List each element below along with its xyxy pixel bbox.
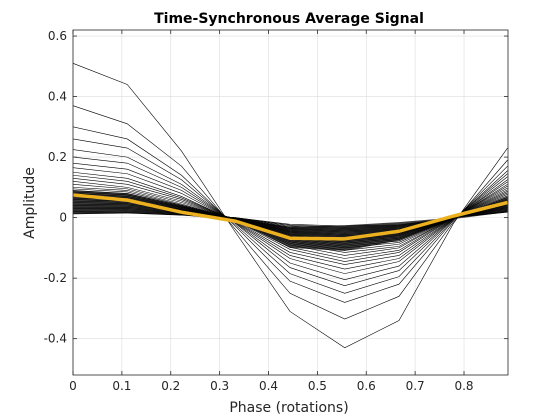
- y-tick-label-0: -0.4: [44, 332, 67, 346]
- chart-title: Time-Synchronous Average Signal: [154, 11, 424, 27]
- series-line-4: [72, 149, 508, 287]
- series-line-14: [72, 188, 508, 249]
- series-line-7: [72, 167, 508, 270]
- series-line-1: [72, 105, 508, 320]
- x-tick-label-7: 0.7: [406, 379, 425, 393]
- series-line-13: [72, 187, 508, 251]
- x-axis-ticks: 0 0.1 0.2 0.3 0.4 0.5 0.6 0.7 0.8: [69, 30, 474, 393]
- y-tick-label-3: 0.2: [48, 150, 67, 164]
- x-axis-label: Phase (rotations): [229, 400, 348, 416]
- series-line-8: [72, 171, 508, 265]
- y-axis-label: Amplitude: [22, 167, 38, 239]
- y-axis-ticks: -0.4 -0.2 0 0.2 0.4 0.6: [44, 29, 508, 346]
- series-line-12: [72, 184, 508, 253]
- series-line-10: [72, 177, 508, 259]
- y-tick-label-5: 0.6: [48, 29, 67, 43]
- series-line-2: [72, 126, 508, 303]
- axes-box: [72, 29, 509, 376]
- series-line-9: [72, 174, 508, 262]
- x-tick-label-8: 0.8: [454, 379, 473, 393]
- y-tick-label-4: 0.4: [48, 90, 67, 104]
- average-line-group: [72, 193, 508, 241]
- series-line-5: [72, 156, 508, 280]
- x-tick-label-6: 0.6: [357, 379, 376, 393]
- x-tick-label-3: 0.3: [210, 379, 229, 393]
- grid: [72, 30, 508, 375]
- series-line-11: [72, 181, 508, 256]
- y-tick-label-2: 0: [59, 211, 67, 225]
- x-tick-label-0: 0: [69, 379, 77, 393]
- series-line-0: [72, 63, 508, 349]
- x-tick-label-2: 0.2: [161, 379, 180, 393]
- plot-area: [72, 29, 509, 376]
- y-tick-label-1: -0.2: [44, 271, 67, 285]
- x-tick-label-1: 0.1: [112, 379, 131, 393]
- x-tick-label-5: 0.5: [308, 379, 327, 393]
- x-tick-label-4: 0.4: [259, 379, 278, 393]
- average-line: [72, 193, 508, 241]
- series-line-6: [72, 162, 508, 274]
- series-line-3: [72, 138, 508, 294]
